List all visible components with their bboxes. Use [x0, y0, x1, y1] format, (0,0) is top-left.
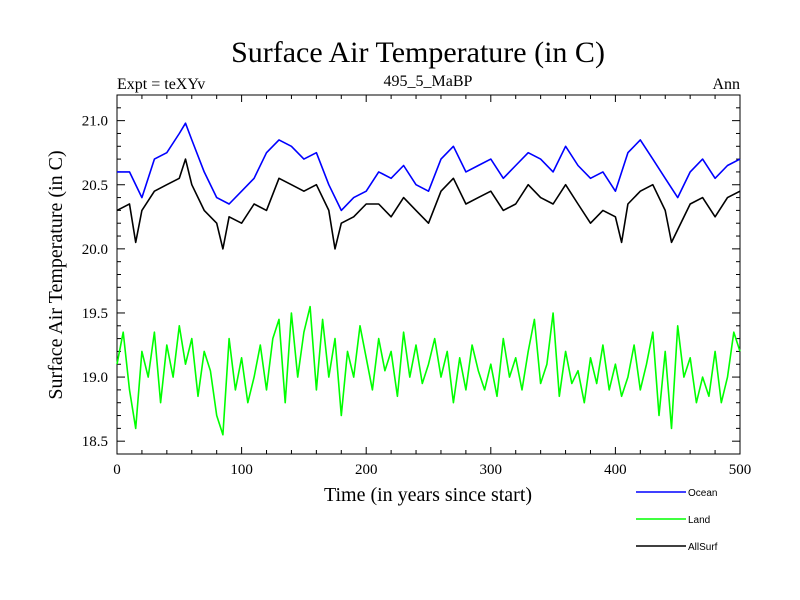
legend-label-allsurf: AllSurf: [688, 542, 718, 553]
series-line-ocean: [117, 122, 741, 212]
y-tick-label: 18.5: [82, 434, 108, 450]
series-line-allsurf: [116, 158, 741, 250]
x-tick-label: 300: [480, 462, 503, 478]
y-tick-label: 21.0: [82, 114, 108, 130]
y-tick-label: 19.5: [82, 306, 108, 322]
x-tick-label: 200: [355, 462, 378, 478]
period-label: Ann: [712, 76, 740, 93]
x-tick-label: 400: [604, 462, 627, 478]
x-tick-label: 500: [729, 462, 752, 478]
y-tick-label: 20.0: [82, 242, 108, 258]
axis-ticks: 0 100 200 300 400 500 18.5 19.0 19.5 20.0 20.5 21.0: [82, 95, 752, 478]
run-label: 495_5_MaBP: [384, 73, 473, 90]
legend-label-ocean: Ocean: [688, 488, 717, 499]
series-lines: [116, 122, 741, 436]
chart-title: Surface Air Temperature (in C): [231, 36, 605, 69]
y-tick-label: 19.0: [82, 370, 108, 386]
legend-label-land: Land: [688, 515, 710, 526]
y-tick-label: 20.5: [82, 178, 108, 194]
x-tick-label: 100: [230, 462, 253, 478]
legend: Ocean Land AllSurf: [636, 488, 718, 553]
y-axis-label: Surface Air Temperature (in C): [45, 150, 67, 399]
experiment-label: Expt = teXYv: [117, 76, 205, 93]
x-axis-label: Time (in years since start): [324, 484, 532, 506]
series-line-land: [116, 305, 741, 436]
x-tick-label: 0: [113, 462, 121, 478]
